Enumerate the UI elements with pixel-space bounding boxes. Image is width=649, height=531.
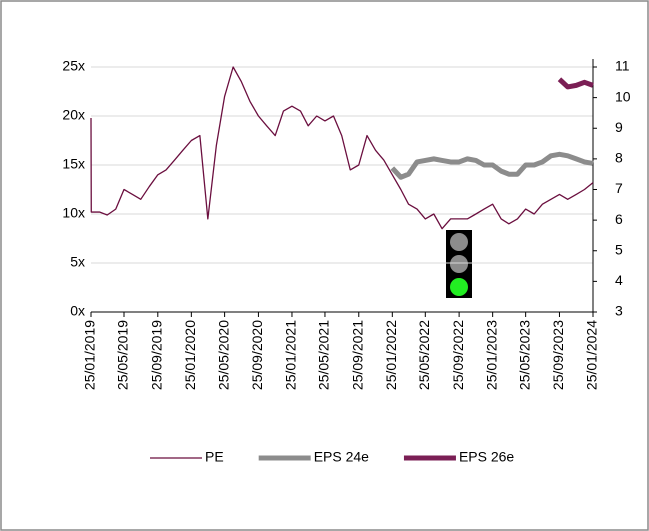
x-tick-label: 25/01/2023 <box>483 320 499 390</box>
traffic-light <box>446 230 472 298</box>
series-line <box>90 66 594 230</box>
y-tick-label: 10x <box>62 205 85 221</box>
x-tick-label: 25/09/2022 <box>450 320 466 390</box>
y2-tick-label: 9 <box>615 119 623 135</box>
x-tick-label: 25/09/2023 <box>550 320 566 390</box>
x-tick-label: 25/05/2019 <box>115 320 131 390</box>
x-tick-label: 25/05/2023 <box>516 320 532 390</box>
x-tick-label: 25/01/2021 <box>283 320 299 390</box>
y2-tick-label: 6 <box>615 211 623 227</box>
x-tick-label: 25/01/2019 <box>82 320 98 390</box>
y-tick-label: 20x <box>62 107 85 123</box>
x-tick-label: 25/01/2024 <box>584 320 600 390</box>
legend-label: EPS 26e <box>459 449 514 465</box>
series-line <box>390 151 594 180</box>
legend-label: PE <box>205 449 224 465</box>
y-tick-label: 25x <box>62 58 85 74</box>
y2-tick-label: 10 <box>615 88 631 104</box>
y-tick-label: 5x <box>70 254 85 270</box>
x-tick-label: 25/05/2021 <box>316 320 332 390</box>
y2-tick-label: 7 <box>615 180 623 196</box>
y2-tick-label: 5 <box>615 241 623 257</box>
x-tick-label: 25/09/2021 <box>349 320 365 390</box>
x-tick-label: 25/09/2019 <box>149 320 165 390</box>
y2-tick-label: 8 <box>615 150 623 166</box>
x-tick-label: 25/01/2022 <box>383 320 399 390</box>
y-tick-label: 0x <box>70 303 85 319</box>
y2-tick-label: 11 <box>615 58 630 74</box>
light-off <box>450 233 468 251</box>
y-tick-label: 15x <box>62 156 85 172</box>
light-off <box>450 255 468 273</box>
x-tick-label: 25/05/2020 <box>215 320 231 390</box>
y2-tick-label: 3 <box>615 303 623 319</box>
series-line <box>557 77 594 90</box>
x-tick-label: 25/01/2020 <box>182 320 198 390</box>
legend-label: EPS 24e <box>314 449 369 465</box>
y2-tick-label: 4 <box>615 272 623 288</box>
x-tick-label: 25/05/2022 <box>416 320 432 390</box>
light-green <box>450 278 468 296</box>
x-tick-label: 25/09/2020 <box>249 320 265 390</box>
